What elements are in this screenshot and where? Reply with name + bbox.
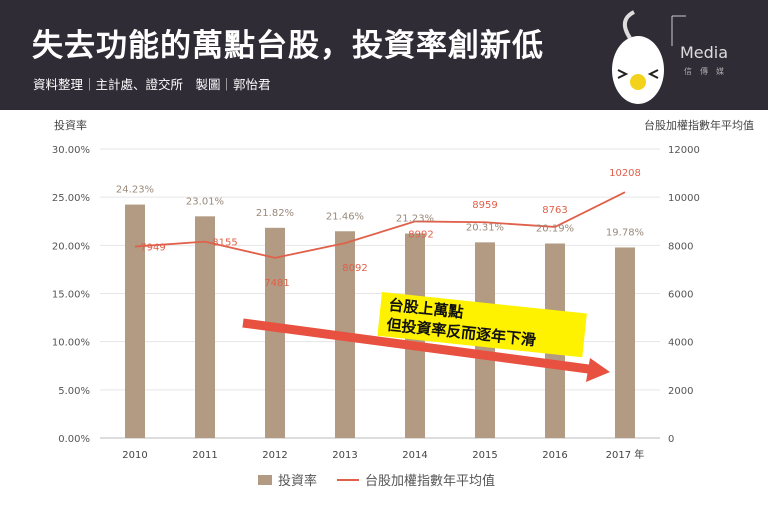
svg-text:信 傳 媒: 信 傳 媒 (684, 66, 724, 76)
right-tick-label: 0 (668, 434, 674, 445)
x-tick-label: 2015 (472, 450, 497, 461)
line-label: 8763 (542, 205, 567, 216)
right-tick-label: 10000 (668, 193, 700, 204)
line-label: 8155 (212, 238, 237, 249)
left-tick-label: 0.00% (58, 434, 90, 445)
x-tick-label: 2011 (192, 450, 217, 461)
line-label: 8959 (472, 200, 497, 211)
x-tick-label: 2016 (542, 450, 567, 461)
x-tick-label: 2010 (122, 450, 147, 461)
logo-icon: Media 信 傳 媒 (612, 10, 728, 104)
bar (195, 216, 215, 438)
bar-label: 21.82% (256, 208, 294, 219)
right-axis-title: 台股加權指數年平均值 (644, 118, 754, 132)
right-tick-label: 8000 (668, 241, 693, 252)
legend-bar-label: 投資率 (278, 474, 318, 489)
line-label: 8092 (342, 263, 367, 274)
right-tick-label: 6000 (668, 290, 693, 301)
line-series (134, 191, 626, 259)
right-tick-label: 2000 (668, 386, 693, 397)
bar-label: 23.01% (186, 196, 224, 207)
bar-label: 20.19% (536, 224, 574, 235)
logo-text: Media (680, 43, 728, 62)
left-tick-label: 5.00% (58, 386, 90, 397)
x-tick-label: 2013 (332, 450, 357, 461)
bar (615, 247, 635, 438)
header: 失去功能的萬點台股，投資率創新低 資料整理｜主計處、證交所 製圖｜郭怡君 Med… (0, 0, 768, 110)
bar-label: 20.31% (466, 222, 504, 233)
legend-line-swatch (337, 478, 360, 481)
bar-label: 19.78% (606, 227, 644, 238)
bar-label: 21.46% (326, 211, 364, 222)
bar-label: 24.23% (116, 185, 154, 196)
x-tick-label: 2017 年 (606, 448, 645, 461)
line-label: 7949 (140, 243, 165, 254)
bar (125, 204, 145, 438)
legend: 投資率 台股加權指數年平均值 (258, 470, 495, 489)
right-tick-label: 4000 (668, 338, 693, 349)
source-credit: 資料整理｜主計處、證交所 製圖｜郭怡君 (33, 77, 271, 92)
left-tick-label: 15.00% (52, 290, 90, 301)
left-axis-title: 投資率 (54, 118, 87, 132)
chart: 投資率 台股加權指數年平均值 0.00% 0 5.00% 2000 10.00% 4000… (52, 118, 754, 461)
bar-label: 21.23% (396, 213, 434, 224)
left-tick-label: 25.00% (52, 193, 90, 204)
bar (265, 227, 285, 438)
x-tick-label: 2012 (262, 450, 287, 461)
line-label: 8992 (408, 229, 433, 240)
left-tick-label: 10.00% (52, 338, 90, 349)
left-tick-label: 30.00% (52, 145, 90, 156)
line-label: 7481 (264, 278, 289, 289)
legend-bar-swatch (258, 474, 272, 485)
right-tick-label: 12000 (668, 145, 700, 156)
page-title: 失去功能的萬點台股，投資率創新低 (32, 28, 544, 64)
legend-line-label: 台股加權指數年平均值 (365, 474, 496, 489)
x-tick-label: 2014 (402, 450, 427, 461)
line-label: 10208 (609, 168, 641, 179)
left-tick-label: 20.00% (52, 241, 90, 252)
